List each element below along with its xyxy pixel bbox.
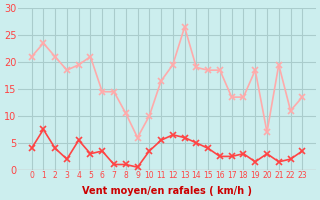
X-axis label: Vent moyen/en rafales ( km/h ): Vent moyen/en rafales ( km/h ) <box>82 186 252 196</box>
